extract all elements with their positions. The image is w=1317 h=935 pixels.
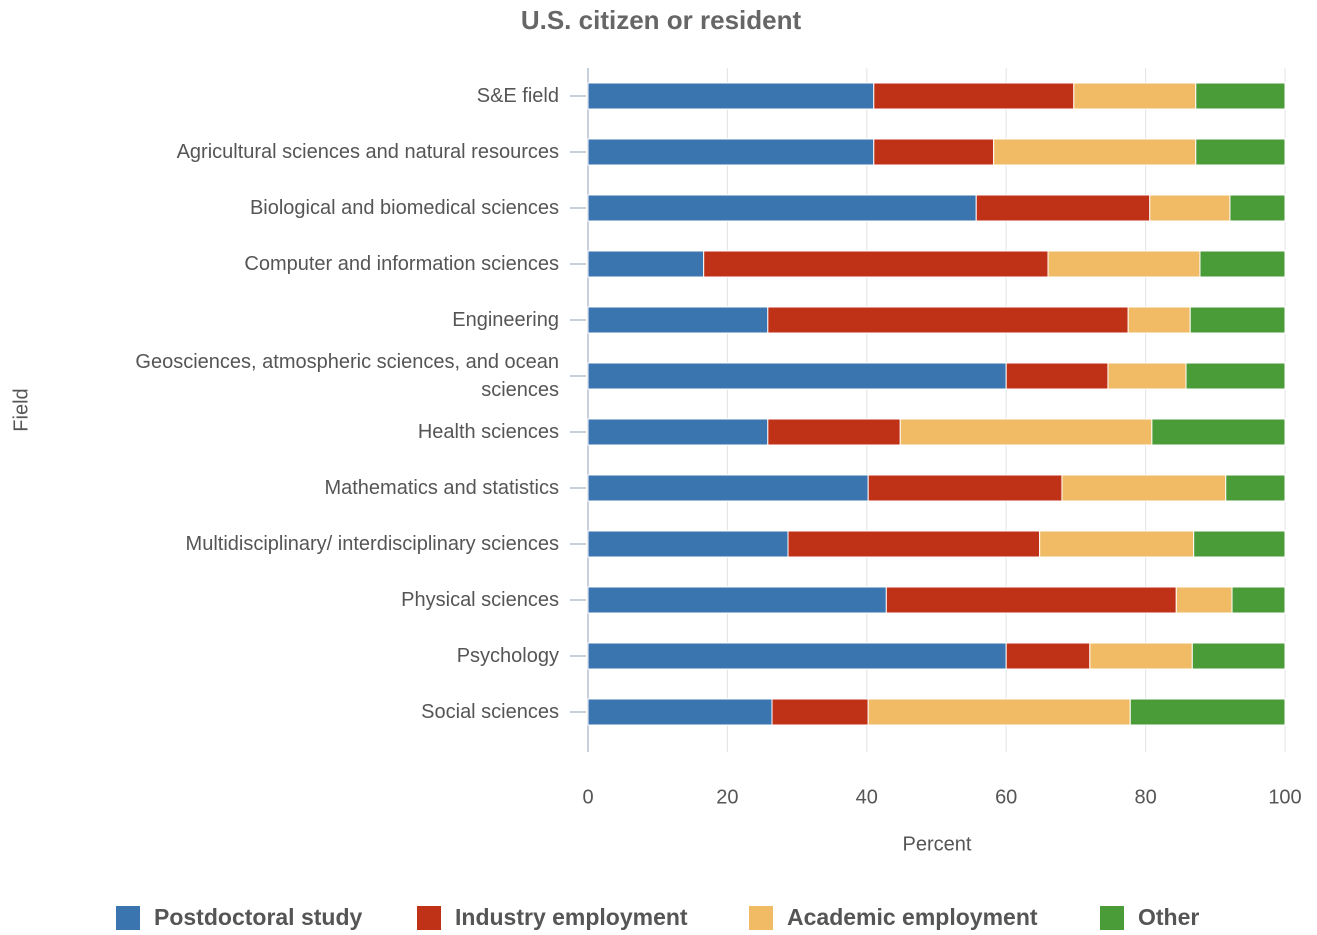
bar-segment bbox=[1189, 306, 1286, 334]
bar-segment bbox=[1191, 642, 1286, 670]
legend-label: Postdoctoral study bbox=[154, 904, 363, 930]
bar-segment bbox=[1149, 194, 1231, 222]
y-tick-label: Health sciences bbox=[417, 421, 559, 443]
bar-segment bbox=[873, 82, 1075, 110]
bar-segment bbox=[1229, 194, 1286, 222]
y-tick-label: Multidisciplinary/ interdisciplinary sci… bbox=[185, 533, 559, 555]
bar-segment bbox=[1061, 474, 1227, 502]
bar-segment bbox=[703, 250, 1049, 278]
bar-segment bbox=[1225, 474, 1286, 502]
y-tick-label: Physical sciences bbox=[401, 589, 559, 611]
legend-label: Other bbox=[1138, 904, 1199, 930]
bar-segment bbox=[587, 306, 769, 334]
bar-segment bbox=[1005, 642, 1091, 670]
bar-segment bbox=[885, 586, 1177, 614]
bar-segment bbox=[1127, 306, 1191, 334]
legend-label: Industry employment bbox=[455, 904, 688, 930]
bar-segment bbox=[587, 138, 875, 166]
x-tick-label: 60 bbox=[995, 786, 1017, 808]
bar-segment bbox=[1231, 586, 1286, 614]
bar-segment bbox=[873, 138, 995, 166]
y-tick-label: Biological and biomedical sciences bbox=[249, 197, 559, 219]
bar-segment bbox=[1185, 362, 1286, 390]
bar-segment bbox=[587, 642, 1007, 670]
legend-swatch bbox=[1100, 906, 1124, 930]
bar-segment bbox=[587, 82, 875, 110]
legend-label: Academic employment bbox=[787, 904, 1038, 930]
bar-segment bbox=[1151, 418, 1286, 446]
legend-swatch bbox=[116, 906, 140, 930]
y-tick-label: S&E field bbox=[476, 85, 559, 107]
bar-segment bbox=[767, 418, 901, 446]
y-axis-label: Field bbox=[10, 388, 32, 431]
bar-segment bbox=[1175, 586, 1233, 614]
bar-segment bbox=[771, 698, 869, 726]
legend-swatch bbox=[749, 906, 773, 930]
y-tick-label: Social sciences bbox=[421, 701, 559, 723]
bar-segment bbox=[587, 194, 977, 222]
bar-segment bbox=[587, 362, 1007, 390]
bar-segment bbox=[587, 250, 705, 278]
bar-segment bbox=[1047, 250, 1201, 278]
bar-segment bbox=[1005, 362, 1109, 390]
x-tick-label: 40 bbox=[856, 786, 878, 808]
bar-segment bbox=[587, 698, 773, 726]
bar-segment bbox=[767, 306, 1129, 334]
bar-segment bbox=[1107, 362, 1187, 390]
bar-segment bbox=[867, 474, 1063, 502]
x-tick-label: 20 bbox=[716, 786, 738, 808]
bar-segment bbox=[899, 418, 1153, 446]
bar-segment bbox=[587, 530, 789, 558]
bar-segment bbox=[587, 586, 887, 614]
bar-segment bbox=[1193, 530, 1286, 558]
x-tick-label: 80 bbox=[1134, 786, 1156, 808]
bar-segment bbox=[867, 698, 1131, 726]
x-axis-label: Percent bbox=[903, 833, 972, 855]
y-tick-label: Computer and information sciences bbox=[244, 253, 559, 275]
bar-segment bbox=[587, 474, 869, 502]
x-tick-label: 0 bbox=[582, 786, 593, 808]
bar-segment bbox=[1129, 698, 1286, 726]
bar-segment bbox=[1195, 138, 1286, 166]
x-tick-label: 100 bbox=[1268, 786, 1301, 808]
bar-segment bbox=[1195, 82, 1286, 110]
y-tick-label: Agricultural sciences and natural resour… bbox=[176, 141, 559, 163]
bar-segment bbox=[1089, 642, 1193, 670]
bar-segment bbox=[1073, 82, 1197, 110]
y-tick-label: Geosciences, atmospheric sciences, and o… bbox=[135, 351, 559, 401]
y-tick-label: Engineering bbox=[452, 309, 559, 331]
bar-segment bbox=[587, 418, 769, 446]
bar-segment bbox=[993, 138, 1197, 166]
bar-segment bbox=[975, 194, 1151, 222]
bar-segment bbox=[1199, 250, 1286, 278]
chart-title: U.S. citizen or resident bbox=[521, 5, 802, 35]
bar-segment bbox=[787, 530, 1041, 558]
y-tick-label: Psychology bbox=[456, 645, 559, 667]
legend-swatch bbox=[417, 906, 441, 930]
y-tick-label: Mathematics and statistics bbox=[324, 477, 559, 499]
bar-segment bbox=[1039, 530, 1195, 558]
